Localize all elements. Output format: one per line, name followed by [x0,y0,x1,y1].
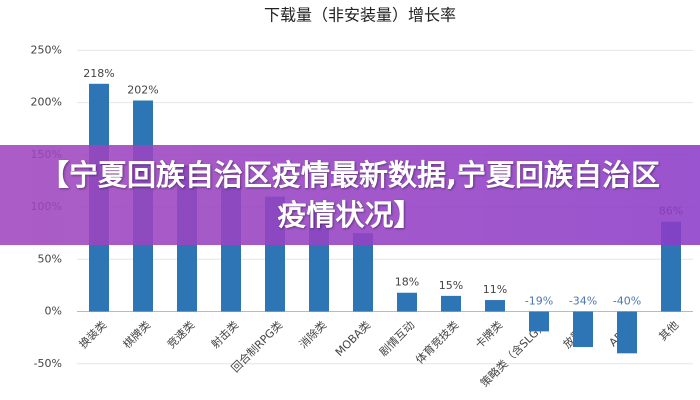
bar [617,311,637,354]
value-label: 202% [127,84,158,97]
y-tick-label: 50% [38,252,62,265]
value-label: -40% [613,295,641,308]
x-tick-label: 棋牌类 [120,318,153,351]
chart-title: 下载量（非安装量）增长率 [264,6,456,25]
value-label: 18% [395,276,419,289]
y-tick-label: 200% [31,96,62,109]
bar [485,300,505,312]
x-tick-label: MOBA类 [332,318,373,359]
value-label: 11% [483,283,507,296]
y-tick-label: -50% [34,357,62,370]
x-tick-label: 射击类 [208,318,241,351]
x-tick-label: 消除类 [296,318,329,351]
banner: 【宁夏回族自治区疫情最新数据,宁夏回族自治区疫情状况】 [0,145,700,245]
value-label: 15% [439,279,463,292]
x-tick-label: 体育竞技类 [412,318,461,367]
bar [353,233,373,312]
bar [529,311,549,332]
y-tick-label: 250% [31,43,62,56]
value-label: -19% [525,295,553,308]
value-label: 218% [83,67,114,80]
x-tick-label: 换装类 [76,318,109,351]
x-tick-label: 卡牌类 [472,318,505,351]
x-tick-label: 其他 [656,319,681,344]
x-tick-label: 竞速类 [164,318,197,351]
banner-text: 【宁夏回族自治区疫情最新数据,宁夏回族自治区疫情状况】 [39,158,661,232]
bar [441,295,461,312]
x-tick-label: 剧情互动 [377,319,417,359]
y-tick-label: 0% [45,305,62,318]
bar [397,292,417,312]
value-label: -34% [569,295,597,308]
bar [573,311,593,348]
